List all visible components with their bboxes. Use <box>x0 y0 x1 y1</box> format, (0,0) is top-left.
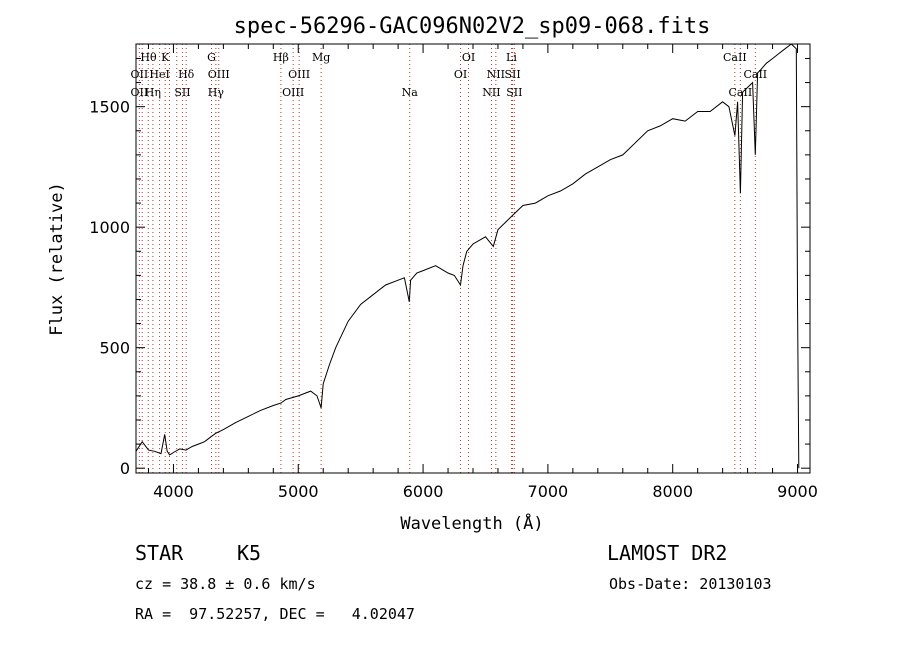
coordinates: RA = 97.52257, DEC = 4.02047 <box>135 605 415 623</box>
line-label: Hγ <box>208 86 225 99</box>
line-label: SII <box>504 68 520 81</box>
survey-name: LAMOST DR2 <box>607 541 728 565</box>
line-label: SII <box>506 86 522 99</box>
x-axis-label: Wavelength (Å) <box>400 512 543 534</box>
line-label: OII <box>131 68 149 81</box>
line-label: Li <box>506 51 517 64</box>
y-tick-label: 1000 <box>89 218 130 237</box>
x-tick-label: 4000 <box>153 482 194 501</box>
observation-date: Obs-Date: 20130103 <box>609 575 772 593</box>
line-label: CaII <box>723 51 747 64</box>
spectrum-line <box>135 43 800 469</box>
y-tick-label: 0 <box>120 459 130 478</box>
spectral-subclass: K5 <box>237 541 262 565</box>
y-tick-label: 500 <box>99 339 130 358</box>
line-label: Hβ <box>273 51 289 64</box>
line-label: Hθ <box>140 51 157 64</box>
line-label: OIII <box>208 68 230 81</box>
object-type: STAR <box>135 541 184 565</box>
line-label: SII <box>174 86 190 99</box>
x-tick-label: 5000 <box>278 482 319 501</box>
line-label: Hδ <box>178 68 195 81</box>
y-axis-ticks: 0 500 1000 1500 <box>89 57 810 478</box>
line-label: NII <box>487 68 505 81</box>
chart-title: spec-56296-GAC096N02V2_sp09-068.fits <box>234 14 711 39</box>
line-label: OIII <box>288 68 310 81</box>
line-label: G <box>207 51 216 64</box>
x-tick-label: 7000 <box>528 482 569 501</box>
plot-frame <box>135 43 811 474</box>
y-tick-label: 1500 <box>89 98 130 117</box>
line-label: OI <box>454 68 467 81</box>
line-label: Mg <box>312 51 330 64</box>
x-tick-label: 9000 <box>777 482 818 501</box>
line-label: HeI <box>149 68 169 81</box>
x-tick-label: 8000 <box>652 482 693 501</box>
line-label: Na <box>402 86 419 99</box>
x-tick-label: 6000 <box>403 482 444 501</box>
line-label: K <box>161 51 170 64</box>
line-label: CaII <box>743 68 767 81</box>
line-label: Hη <box>145 86 161 99</box>
line-label: OII <box>131 86 149 99</box>
line-label: OIII <box>282 86 304 99</box>
x-axis-ticks: 4000 5000 6000 7000 8000 9000 <box>147 44 818 501</box>
redshift-cz: cz = 38.8 ± 0.6 km/s <box>135 575 316 593</box>
line-label: NII <box>482 86 500 99</box>
line-label: OI <box>462 51 475 64</box>
y-axis-label: Flux (relative) <box>47 182 67 336</box>
spectral-line-markers <box>138 44 756 473</box>
line-label: CaII <box>729 86 753 99</box>
